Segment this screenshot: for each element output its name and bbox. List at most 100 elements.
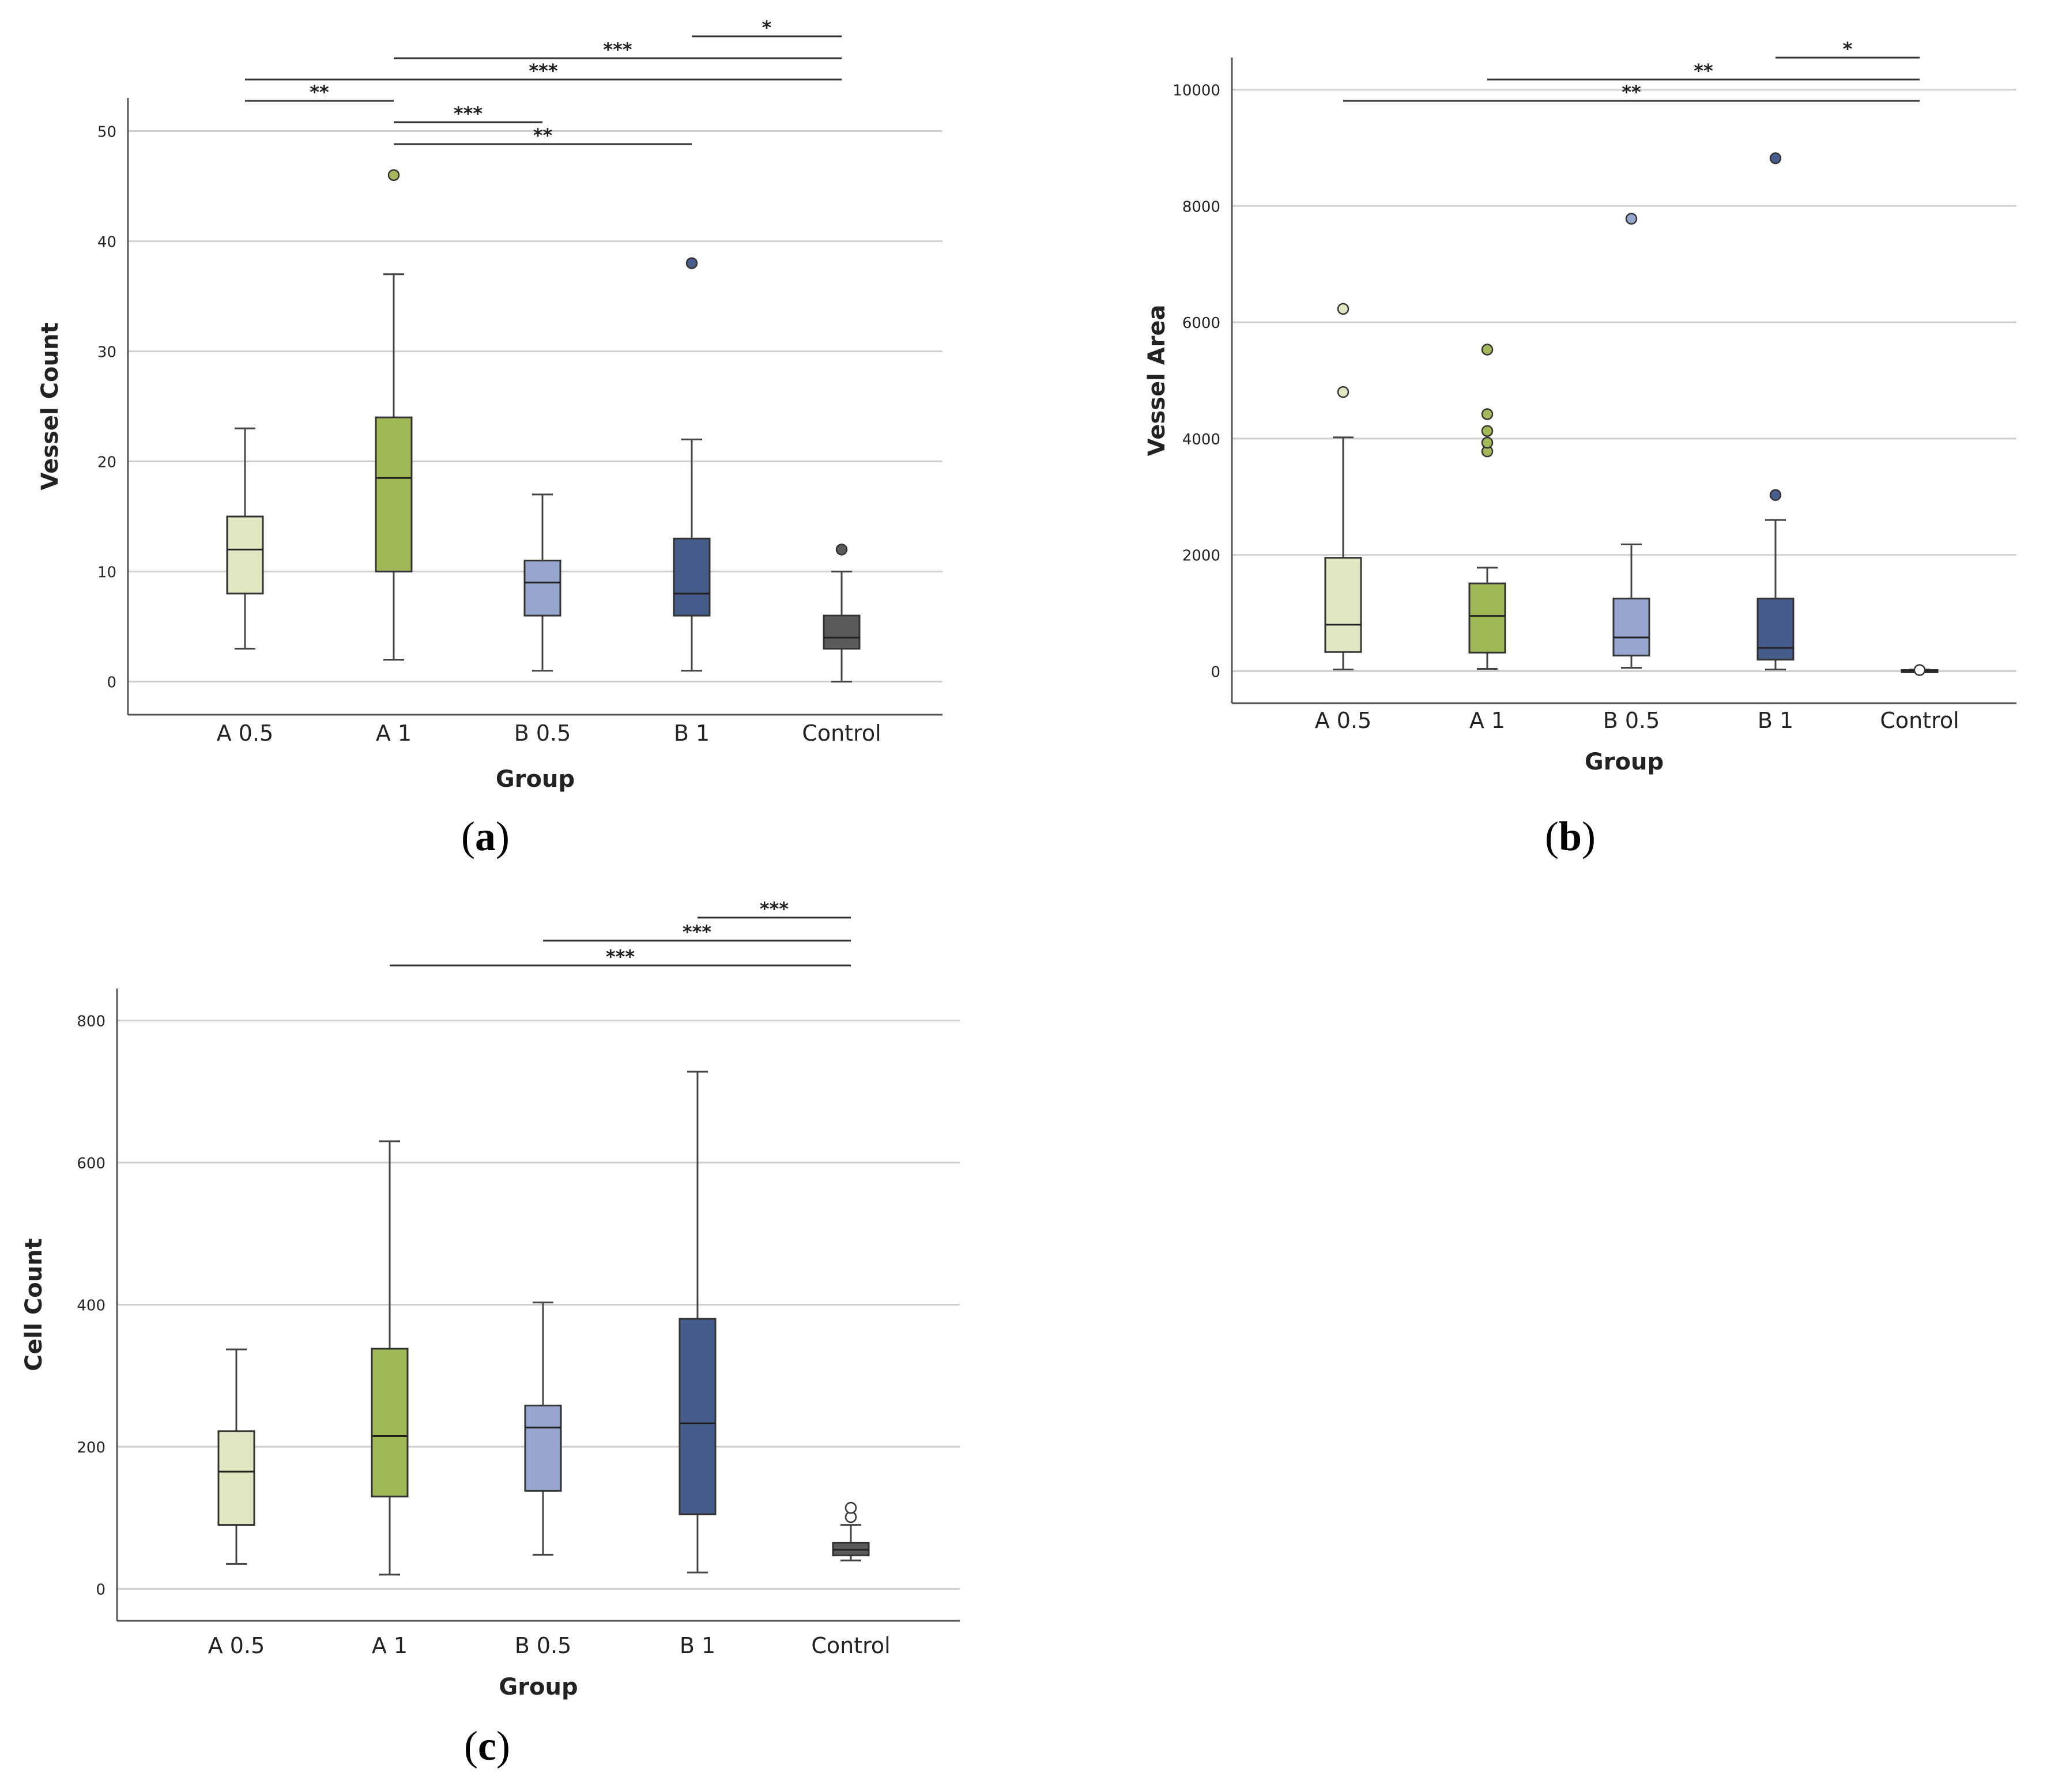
box-body (1324, 557, 1362, 653)
x-tick-label: B 0.5 (514, 720, 571, 746)
x-tick-label: A 0.5 (208, 1633, 265, 1658)
box-body (217, 1430, 255, 1526)
x-tick-label: B 1 (1758, 708, 1793, 733)
y-tick-label: 40 (97, 233, 116, 251)
box-control (823, 544, 861, 683)
y-tick-label: 4000 (1182, 431, 1220, 448)
significance-label: ** (1622, 81, 1641, 103)
significance-label: *** (606, 946, 635, 968)
y-tick-label: 10000 (1173, 82, 1220, 99)
y-tick-label: 50 (97, 123, 116, 141)
box-a-1 (371, 1140, 409, 1576)
chart-c: 0 200 400 600 800 A 0.5 A 1 B 0.5 B 1 Control Grou… (21, 898, 960, 1700)
significance-label: * (762, 17, 772, 39)
x-axis-title: Group (1585, 749, 1664, 775)
x-tick-label: B 1 (680, 1633, 715, 1658)
box-body (523, 560, 561, 617)
outlier-point (845, 1501, 857, 1514)
x-tick-label: A 0.5 (1315, 708, 1372, 733)
panel-label-c: (c) (464, 1723, 510, 1769)
box-body (1468, 582, 1506, 654)
box-a-1 (375, 169, 413, 661)
y-tick-label: 2000 (1182, 548, 1220, 565)
significance-label: * (1843, 38, 1853, 60)
y-axis-title: Vessel Area (1144, 304, 1170, 456)
box-b-1 (678, 1070, 717, 1574)
box-a-1 (1468, 344, 1506, 670)
panel-label-a: (a) (461, 813, 510, 859)
box-body (1612, 597, 1650, 657)
outlier-point (1913, 664, 1926, 676)
outlier-point (835, 544, 848, 556)
y-tick-label: 800 (77, 1013, 105, 1030)
x-tick-label: Control (1880, 708, 1959, 733)
x-tick-label: A 1 (1469, 708, 1505, 733)
x-axis-title: Group (496, 766, 575, 793)
outlier-point (1337, 303, 1349, 315)
box-body (1756, 597, 1795, 661)
y-tick-label: 600 (77, 1155, 105, 1172)
y-tick-label: 0 (1211, 664, 1220, 681)
chart-a: 0 10 20 30 40 50 A 0.5 A 1 B 0.5 B 1 Control Group V… (37, 17, 943, 793)
box-control (832, 1501, 870, 1561)
box-a-05 (226, 427, 264, 650)
chart-b: 0 2000 4000 6000 8000 10000 A 0.5 A 1 B 0.5 B 1 Co… (1144, 38, 2016, 775)
y-tick-label: 400 (77, 1297, 105, 1315)
x-tick-label: A 1 (376, 720, 412, 746)
significance-label: *** (529, 60, 557, 82)
significance-label: *** (454, 103, 482, 125)
outlier-point (1769, 489, 1782, 501)
box-body (375, 416, 413, 573)
y-tick-label: 8000 (1182, 198, 1220, 216)
outlier-point (1625, 213, 1638, 225)
box-body (678, 1318, 717, 1515)
y-tick-label: 10 (97, 564, 116, 582)
significance-label: ** (533, 125, 553, 146)
box-b-1 (673, 257, 711, 672)
x-tick-label: Control (802, 720, 881, 746)
box-body (673, 537, 711, 617)
x-tick-label: B 0.5 (1603, 708, 1660, 733)
box-body (371, 1348, 409, 1497)
box-b-05 (524, 1301, 562, 1556)
box-body (524, 1405, 562, 1492)
box-a-05 (1324, 303, 1362, 670)
box-b-05 (1612, 213, 1650, 669)
outlier-point (1769, 152, 1782, 164)
box-body (823, 614, 861, 650)
box-b-1 (1756, 152, 1795, 670)
y-tick-label: 6000 (1182, 315, 1220, 332)
outlier-point (1481, 425, 1494, 437)
outlier-point (685, 257, 698, 269)
x-tick-label: A 0.5 (217, 720, 274, 746)
x-tick-label: Control (811, 1633, 890, 1658)
y-tick-label: 0 (96, 1582, 105, 1599)
significance-label: ** (1694, 60, 1713, 82)
x-axis-title: Group (499, 1674, 578, 1700)
outlier-point (1337, 386, 1349, 398)
outlier-point (1481, 344, 1494, 356)
y-axis-title: Vessel Count (37, 322, 63, 490)
x-tick-label: B 1 (674, 720, 710, 746)
outlier-point (1481, 436, 1494, 449)
outlier-point (1481, 408, 1494, 420)
panel-label-b: (b) (1545, 813, 1596, 859)
box-a-05 (217, 1348, 255, 1565)
significance-label: ** (310, 81, 329, 103)
significance-label: *** (760, 898, 789, 920)
y-tick-label: 200 (77, 1439, 105, 1457)
box-b-05 (523, 493, 561, 672)
box-body (226, 515, 264, 595)
outlier-point (387, 169, 400, 181)
x-tick-label: B 0.5 (515, 1633, 572, 1658)
y-tick-label: 0 (107, 674, 116, 692)
box-control (1901, 664, 1939, 676)
y-tick-label: 30 (97, 344, 116, 361)
x-tick-label: A 1 (372, 1633, 408, 1658)
y-axis-title: Cell Count (21, 1238, 47, 1371)
y-tick-label: 20 (97, 454, 116, 471)
significance-label: *** (683, 921, 711, 943)
significance-label: *** (603, 39, 632, 61)
